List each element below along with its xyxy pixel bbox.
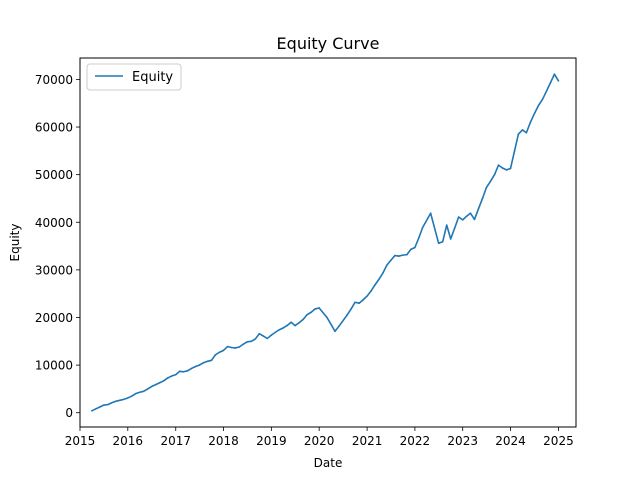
x-tick-label: 2021 [352,434,383,448]
x-tick-label: 2023 [447,434,478,448]
y-tick-label: 20000 [35,311,73,325]
x-tick-label: 2019 [256,434,287,448]
y-tick-label: 60000 [35,121,73,135]
x-tick-label: 2015 [65,434,96,448]
legend-label-equity: Equity [132,70,173,85]
x-tick-label: 2022 [400,434,431,448]
axes-frame [79,57,577,428]
x-tick-label: 2017 [160,434,191,448]
legend-box [86,63,182,91]
y-tick-label: 70000 [35,73,73,87]
y-tick-label: 40000 [35,216,73,230]
y-tick-label: 10000 [35,359,73,373]
x-tick-label: 2025 [543,434,574,448]
x-tick-label: 2018 [208,434,239,448]
x-tick-label: 2016 [113,434,144,448]
legend: Equity [86,63,182,91]
y-axis: 0 10000 20000 30000 40000 50000 60000 70000 [35,73,80,420]
y-tick-label: 50000 [35,168,73,182]
y-axis-label: Equity [8,224,22,262]
x-tick-label: 2024 [495,434,526,448]
x-tick-label: 2020 [304,434,335,448]
x-axis: 2015 2016 2017 2018 2019 2020 2021 2022 2023 2024… [65,427,574,448]
x-axis-label: Date [314,456,343,470]
equity-series-line [91,73,560,412]
y-tick-label: 0 [65,406,73,420]
y-tick-label: 30000 [35,263,73,277]
chart-title: Equity Curve [277,34,380,53]
